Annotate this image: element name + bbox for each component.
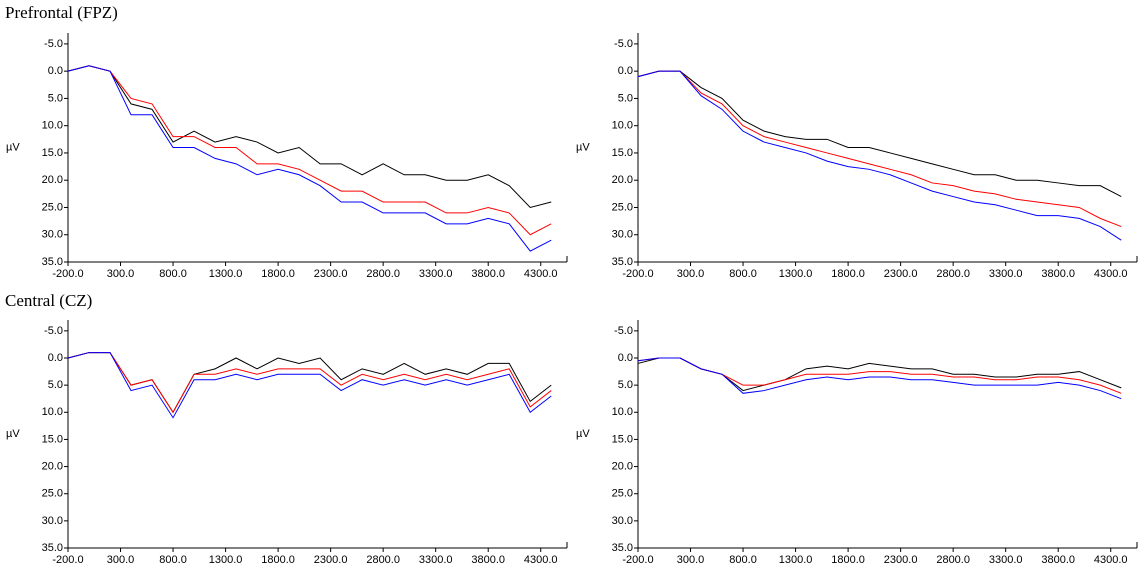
y-tick-label: 0.0: [48, 352, 63, 364]
y-tick-label: 30.0: [42, 515, 63, 527]
x-tick-label: 2800.0: [936, 268, 970, 280]
y-tick-label: 20.0: [42, 174, 63, 186]
series-line: [637, 70, 1122, 241]
y-tick-label: 10.0: [42, 120, 63, 132]
y-tick-label: 35.0: [612, 256, 633, 268]
series-line: [67, 352, 552, 414]
series-line: [67, 352, 552, 419]
y-tick-label: 0.0: [618, 352, 633, 364]
series-line: [637, 70, 1122, 198]
y-tick-label: 5.0: [618, 379, 633, 391]
y-tick-label: 35.0: [612, 542, 633, 554]
y-tick-label: 30.0: [612, 515, 633, 527]
x-tick-label: 300.0: [677, 554, 705, 566]
series-line: [67, 65, 552, 209]
x-tick-label: 3300.0: [419, 268, 453, 280]
series-line: [67, 65, 552, 236]
x-tick-label: 1800.0: [831, 268, 865, 280]
y-axis-label: µV: [6, 428, 20, 440]
series-line: [637, 357, 1122, 394]
x-tick-label: 2800.0: [366, 268, 400, 280]
x-tick-label: 4300.0: [1094, 554, 1128, 566]
y-tick-label: 20.0: [612, 460, 633, 472]
series-line: [637, 70, 1122, 228]
panel-title: Prefrontal (FPZ): [5, 3, 118, 22]
y-tick-label: 0.0: [618, 65, 633, 77]
x-tick-label: -200.0: [52, 554, 83, 566]
x-tick-label: 1300.0: [779, 554, 813, 566]
y-axis-label: µV: [576, 141, 590, 153]
x-tick-label: 3800.0: [471, 554, 505, 566]
y-tick-label: 10.0: [42, 406, 63, 418]
x-tick-label: 2800.0: [366, 554, 400, 566]
x-tick-label: 4300.0: [524, 554, 558, 566]
x-tick-label: 4300.0: [1094, 268, 1128, 280]
x-tick-label: 2300.0: [884, 554, 918, 566]
y-axis-label: µV: [576, 428, 590, 440]
x-tick-label: 2300.0: [884, 268, 918, 280]
x-tick-label: 3300.0: [419, 554, 453, 566]
y-tick-label: 5.0: [618, 92, 633, 104]
y-tick-label: 15.0: [612, 433, 633, 445]
x-tick-label: 1800.0: [261, 268, 295, 280]
y-axis-label: µV: [6, 141, 20, 153]
x-tick-label: 300.0: [107, 554, 135, 566]
y-tick-label: -5.0: [614, 325, 633, 337]
y-tick-label: 5.0: [48, 379, 63, 391]
y-tick-label: 25.0: [612, 488, 633, 500]
x-tick-label: 3300.0: [989, 554, 1023, 566]
y-tick-label: 10.0: [612, 120, 633, 132]
y-tick-label: 15.0: [612, 147, 633, 159]
y-tick-label: 25.0: [42, 488, 63, 500]
x-tick-label: 3800.0: [471, 268, 505, 280]
x-tick-label: 1800.0: [831, 554, 865, 566]
x-tick-label: 2800.0: [936, 554, 970, 566]
x-tick-label: 1300.0: [209, 268, 243, 280]
y-tick-label: 35.0: [42, 256, 63, 268]
y-tick-label: -5.0: [44, 38, 63, 50]
x-tick-label: -200.0: [52, 268, 83, 280]
x-tick-label: 800.0: [729, 268, 757, 280]
x-tick-label: 2300.0: [314, 268, 348, 280]
x-tick-label: 1300.0: [209, 554, 243, 566]
y-tick-label: 15.0: [42, 433, 63, 445]
x-tick-label: 300.0: [107, 268, 135, 280]
x-tick-label: 3300.0: [989, 268, 1023, 280]
x-tick-label: 3800.0: [1041, 554, 1075, 566]
x-tick-label: 800.0: [729, 554, 757, 566]
x-tick-label: 2300.0: [314, 554, 348, 566]
series-line: [637, 357, 1122, 392]
x-tick-label: -200.0: [622, 554, 653, 566]
y-tick-label: 10.0: [612, 406, 633, 418]
series-line: [637, 357, 1122, 400]
panel-title: Central (CZ): [5, 291, 92, 310]
y-tick-label: 30.0: [612, 229, 633, 241]
y-tick-label: -5.0: [44, 325, 63, 337]
y-tick-label: 20.0: [612, 174, 633, 186]
y-tick-label: 25.0: [612, 201, 633, 213]
series-line: [67, 65, 552, 252]
y-tick-label: 35.0: [42, 542, 63, 554]
x-tick-label: 4300.0: [524, 268, 558, 280]
x-tick-label: 1300.0: [779, 268, 813, 280]
x-tick-label: -200.0: [622, 268, 653, 280]
x-tick-label: 800.0: [159, 268, 187, 280]
y-tick-label: 15.0: [42, 147, 63, 159]
y-tick-label: 5.0: [48, 92, 63, 104]
x-tick-label: 800.0: [159, 554, 187, 566]
x-tick-label: 1800.0: [261, 554, 295, 566]
y-tick-label: 0.0: [48, 65, 63, 77]
y-tick-label: -5.0: [614, 38, 633, 50]
y-tick-label: 20.0: [42, 460, 63, 472]
x-tick-label: 300.0: [677, 268, 705, 280]
x-tick-label: 3800.0: [1041, 268, 1075, 280]
y-tick-label: 25.0: [42, 201, 63, 213]
y-tick-label: 30.0: [42, 229, 63, 241]
